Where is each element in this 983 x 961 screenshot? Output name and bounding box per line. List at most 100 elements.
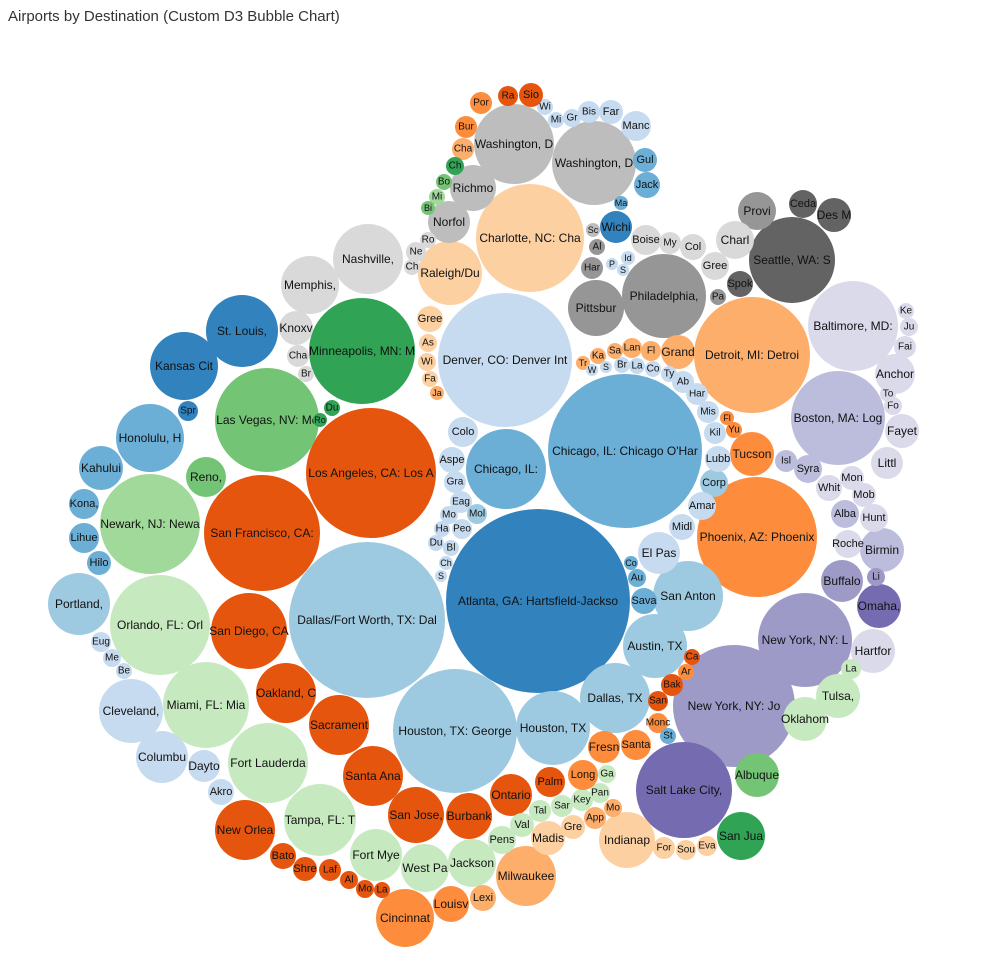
bubble-circle[interactable] bbox=[816, 475, 842, 501]
bubble-circle[interactable] bbox=[446, 793, 492, 839]
bubble[interactable]: Ontario bbox=[490, 774, 532, 816]
bubble[interactable]: Al bbox=[340, 871, 358, 889]
bubble[interactable]: Sa bbox=[607, 343, 623, 359]
bubble-circle[interactable] bbox=[726, 422, 742, 438]
bubble-circle[interactable] bbox=[270, 843, 296, 869]
bubble-circle[interactable] bbox=[470, 885, 496, 911]
bubble[interactable]: Bur bbox=[455, 116, 477, 138]
bubble-circle[interactable] bbox=[306, 408, 436, 538]
bubble-circle[interactable] bbox=[660, 728, 676, 744]
bubble-circle[interactable] bbox=[783, 697, 827, 741]
bubble-circle[interactable] bbox=[474, 104, 554, 184]
bubble-circle[interactable] bbox=[700, 469, 728, 497]
bubble[interactable]: Kahului bbox=[79, 446, 123, 490]
bubble-circle[interactable] bbox=[476, 184, 584, 292]
bubble-circle[interactable] bbox=[452, 519, 472, 539]
bubble-circle[interactable] bbox=[599, 100, 623, 124]
bubble[interactable]: Li bbox=[867, 568, 885, 586]
bubble[interactable]: Lan bbox=[622, 338, 642, 358]
bubble-circle[interactable] bbox=[749, 217, 835, 303]
bubble-circle[interactable] bbox=[697, 401, 719, 423]
bubble-circle[interactable] bbox=[607, 343, 623, 359]
bubble[interactable]: Whit bbox=[816, 475, 842, 501]
bubble-circle[interactable] bbox=[875, 354, 915, 394]
bubble-circle[interactable] bbox=[614, 357, 630, 373]
bubble[interactable]: New York, NY: L bbox=[758, 593, 852, 687]
bubble[interactable]: Bi bbox=[421, 201, 435, 215]
bubble-circle[interactable] bbox=[885, 414, 919, 448]
bubble-circle[interactable] bbox=[561, 815, 585, 839]
bubble-circle[interactable] bbox=[116, 404, 184, 472]
bubble[interactable]: Mo bbox=[604, 799, 622, 817]
bubble[interactable]: Ar bbox=[678, 664, 694, 680]
bubble-circle[interactable] bbox=[688, 492, 716, 520]
bubble-circle[interactable] bbox=[659, 232, 681, 254]
bubble-circle[interactable] bbox=[789, 190, 817, 218]
bubble-circle[interactable] bbox=[808, 281, 898, 371]
bubble-circle[interactable] bbox=[841, 659, 861, 679]
bubble-circle[interactable] bbox=[701, 252, 729, 280]
bubble[interactable]: Wichi bbox=[600, 211, 632, 243]
bubble[interactable]: Val bbox=[510, 813, 534, 837]
bubble[interactable]: Fa bbox=[422, 371, 438, 387]
bubble[interactable]: Sar bbox=[551, 795, 573, 817]
bubble-circle[interactable] bbox=[857, 584, 901, 628]
bubble[interactable]: Ch bbox=[446, 157, 464, 175]
bubble[interactable]: P bbox=[606, 258, 618, 270]
bubble[interactable]: Charl bbox=[716, 221, 754, 259]
bubble[interactable]: Mol bbox=[467, 504, 487, 524]
bubble[interactable]: Midl bbox=[669, 514, 695, 540]
bubble[interactable]: Littl bbox=[871, 447, 903, 479]
bubble-circle[interactable] bbox=[584, 807, 606, 829]
bubble-circle[interactable] bbox=[645, 361, 661, 377]
bubble[interactable]: Grand bbox=[661, 335, 695, 369]
bubble[interactable]: Tucson bbox=[730, 432, 774, 476]
bubble-circle[interactable] bbox=[287, 345, 309, 367]
bubble[interactable]: Sio bbox=[519, 83, 543, 107]
bubble-circle[interactable] bbox=[672, 371, 694, 393]
bubble-circle[interactable] bbox=[717, 812, 765, 860]
bubble-circle[interactable] bbox=[548, 112, 564, 128]
bubble-circle[interactable] bbox=[653, 561, 723, 631]
bubble-circle[interactable] bbox=[393, 669, 517, 793]
bubble[interactable]: For bbox=[653, 837, 675, 859]
bubble-circle[interactable] bbox=[684, 649, 700, 665]
bubble-circle[interactable] bbox=[735, 753, 779, 797]
bubble-circle[interactable] bbox=[676, 840, 696, 860]
bubble[interactable]: Be bbox=[116, 663, 132, 679]
bubble-circle[interactable] bbox=[284, 784, 356, 856]
bubble[interactable]: Bato bbox=[270, 843, 296, 869]
bubble-circle[interactable] bbox=[586, 364, 598, 376]
bubble-circle[interactable] bbox=[435, 570, 447, 582]
bubble-circle[interactable] bbox=[614, 196, 628, 210]
bubble-circle[interactable] bbox=[628, 569, 646, 587]
bubble-circle[interactable] bbox=[867, 568, 885, 586]
bubble[interactable]: Dallas/Fort Worth, TX: Dal bbox=[289, 542, 445, 698]
bubble-circle[interactable] bbox=[208, 779, 234, 805]
bubble-circle[interactable] bbox=[661, 335, 695, 369]
bubble[interactable]: Eva bbox=[697, 836, 717, 856]
bubble-circle[interactable] bbox=[617, 264, 629, 276]
bubble[interactable]: Har bbox=[581, 257, 603, 279]
bubble-circle[interactable] bbox=[705, 446, 731, 472]
bubble[interactable]: Salt Lake City, bbox=[636, 742, 732, 838]
bubble[interactable]: New Orlea bbox=[215, 800, 275, 860]
bubble-circle[interactable] bbox=[448, 417, 478, 447]
bubble-circle[interactable] bbox=[852, 483, 876, 507]
bubble-circle[interactable] bbox=[313, 413, 327, 427]
bubble-circle[interactable] bbox=[775, 450, 797, 472]
bubble-circle[interactable] bbox=[439, 556, 453, 570]
bubble[interactable]: Du bbox=[428, 535, 444, 551]
bubble[interactable]: Key bbox=[571, 789, 593, 811]
bubble-circle[interactable] bbox=[529, 800, 551, 822]
bubble-circle[interactable] bbox=[419, 334, 437, 352]
bubble[interactable]: Portland, bbox=[48, 573, 110, 635]
bubble[interactable]: Gree bbox=[701, 252, 729, 280]
bubble[interactable]: Cincinnat bbox=[376, 889, 434, 947]
bubble-circle[interactable] bbox=[898, 303, 914, 319]
bubble[interactable]: Houston, TX bbox=[516, 691, 590, 765]
bubble[interactable]: Ceda bbox=[789, 190, 817, 218]
bubble[interactable]: Long bbox=[568, 760, 598, 790]
bubble-circle[interactable] bbox=[418, 241, 482, 305]
bubble[interactable]: Syra bbox=[794, 455, 822, 483]
